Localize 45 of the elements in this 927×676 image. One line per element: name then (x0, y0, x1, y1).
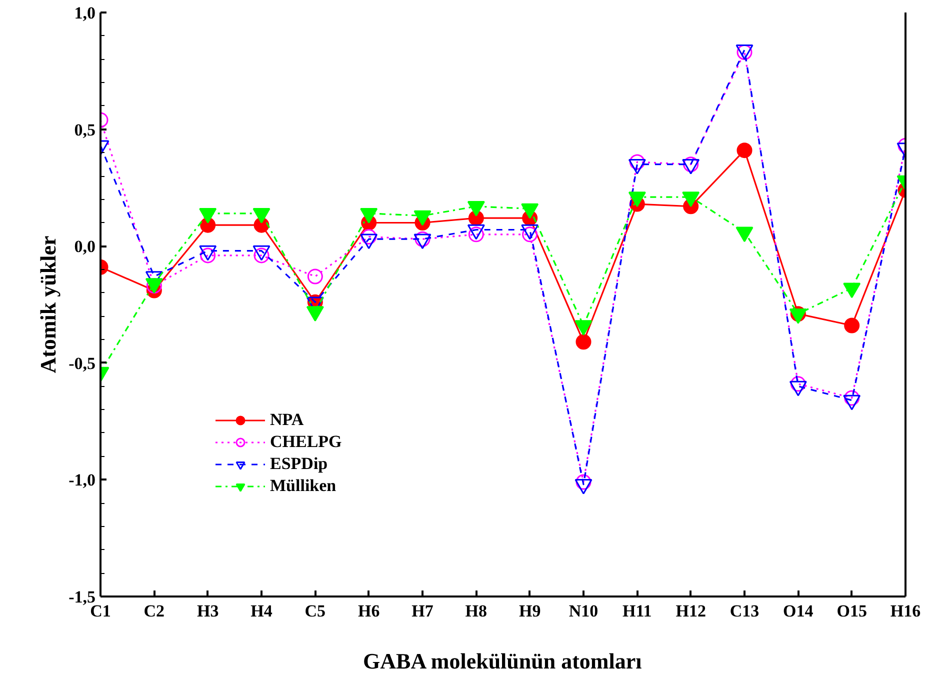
point (736, 226, 754, 242)
x-tick-label: H3 (196, 602, 219, 620)
point (360, 234, 378, 250)
legend-label: ESPDip (270, 454, 328, 474)
x-tick-label: H6 (358, 602, 380, 620)
point (199, 208, 217, 224)
point (629, 154, 645, 170)
point (843, 394, 861, 410)
x-tick-label: N10 (568, 602, 598, 620)
point (306, 306, 324, 322)
x-tick-label: C5 (304, 602, 326, 620)
point (843, 282, 861, 298)
x-tick-label: H8 (465, 602, 488, 620)
legend-label: Mülliken (270, 476, 336, 496)
x-tick-label: H11 (622, 602, 652, 620)
x-tick-label: H7 (412, 602, 434, 620)
y-axis-title: Atomik yükler (36, 236, 61, 374)
y-tick-label: -0,5 (68, 354, 96, 373)
x-tick-label: C13 (730, 602, 760, 620)
point (574, 479, 592, 494)
point (467, 201, 485, 216)
x-tick-label: H16 (890, 602, 921, 620)
x-tick-label: H9 (518, 602, 541, 620)
point (414, 210, 432, 226)
point (628, 158, 646, 174)
x-tick-label: O15 (836, 602, 867, 620)
y-tick-label: 0,0 (74, 237, 96, 256)
point (361, 229, 377, 244)
point (252, 208, 270, 224)
y-tick-label: -1,0 (68, 470, 96, 490)
point (360, 208, 378, 224)
point (789, 380, 807, 396)
y-tick-label: 0,5 (74, 120, 96, 140)
point (307, 268, 323, 284)
x-tick-label: C2 (144, 602, 165, 620)
x-axis-title: GABA molekülünün atomları (363, 648, 642, 674)
point (574, 320, 592, 336)
legend-label: NPA (270, 410, 304, 430)
x-tick-label: H4 (250, 602, 273, 620)
legend-label: CHELPG (270, 432, 342, 452)
x-tick-label: O14 (783, 602, 814, 620)
x-tick-label: H12 (676, 602, 706, 620)
point (521, 203, 539, 219)
point (736, 142, 752, 158)
y-tick-label: 1,0 (74, 4, 96, 22)
